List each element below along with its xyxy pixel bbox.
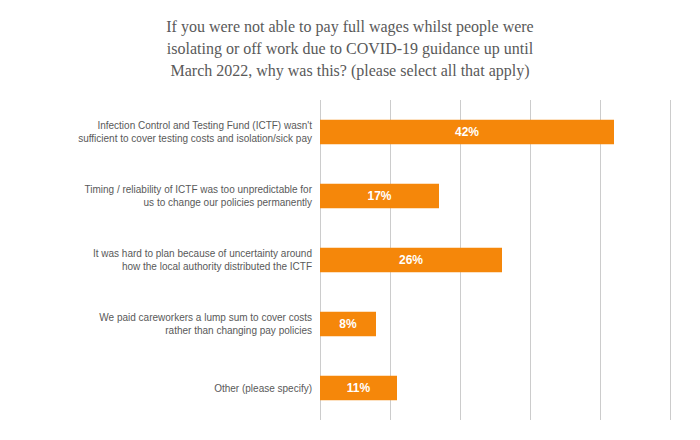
svg-text:11%: 11% [347, 381, 371, 395]
svg-text:March 2022, why was this? (ple: March 2022, why was this? (please select… [171, 62, 530, 80]
svg-text:42%: 42% [455, 125, 479, 139]
svg-text:Timing / reliability of ICTF w: Timing / reliability of ICTF was too unp… [85, 184, 313, 195]
svg-text:17%: 17% [367, 189, 391, 203]
svg-text:26%: 26% [399, 253, 423, 267]
svg-text:rather than changing pay polic: rather than changing pay policies [165, 325, 312, 336]
svg-text:If you were not able to pay fu: If you were not able to pay full wages w… [166, 18, 533, 36]
svg-text:us to change our policies perm: us to change our policies permanently [144, 197, 312, 208]
svg-text:It was hard to plan because of: It was hard to plan because of uncertain… [93, 248, 312, 259]
svg-text:isolating or off work due to C: isolating or off work due to COVID-19 gu… [167, 40, 534, 58]
svg-text:Other (please specify): Other (please specify) [214, 383, 312, 394]
svg-text:sufficient to cover testing co: sufficient to cover testing costs and is… [78, 133, 312, 144]
svg-text:8%: 8% [339, 317, 357, 331]
svg-text:how the local authority distri: how the local authority distributed the … [122, 261, 312, 272]
svg-text:We paid careworkers a lump sum: We paid careworkers a lump sum to cover … [99, 312, 312, 323]
svg-text:Infection Control and Testing: Infection Control and Testing Fund (ICTF… [97, 120, 312, 131]
